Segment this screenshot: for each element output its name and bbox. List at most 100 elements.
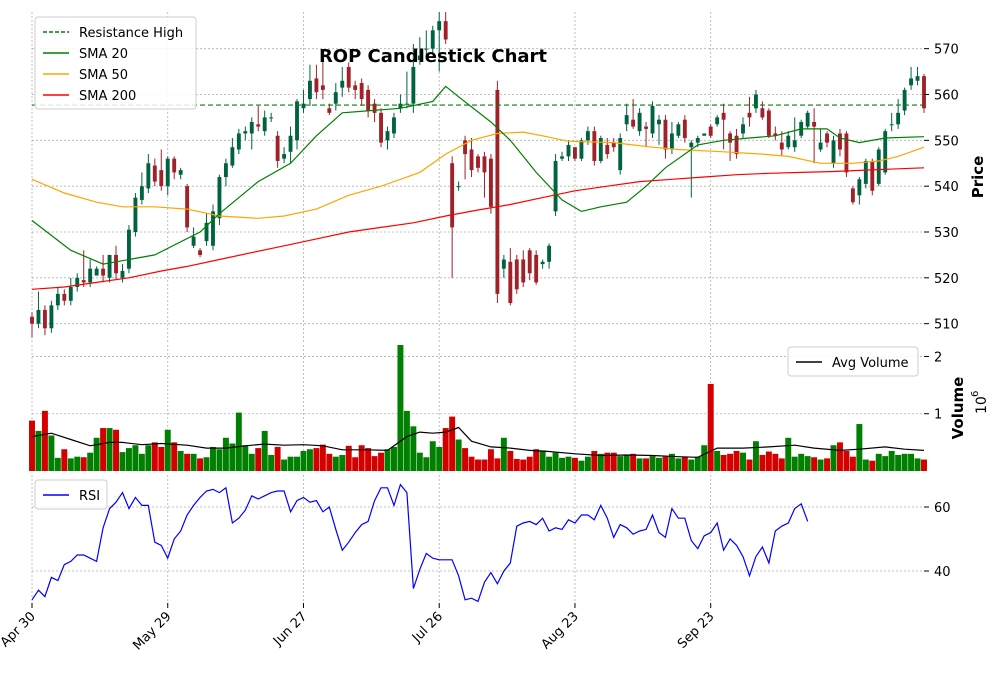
candle-body [456, 186, 461, 188]
candle [256, 105, 261, 132]
candle [88, 259, 93, 287]
volume-bar [546, 456, 553, 471]
candle [133, 193, 138, 237]
candle [139, 172, 144, 205]
candle-body [75, 277, 80, 287]
volume-bar [177, 450, 184, 471]
volume-bar [636, 458, 643, 471]
candle-body [146, 163, 151, 189]
candle-body [256, 124, 261, 127]
candle [476, 154, 480, 173]
candle-body [417, 55, 422, 61]
volume-bar [849, 456, 856, 471]
candle [301, 89, 306, 113]
volume-bar [365, 448, 372, 471]
candle [398, 94, 403, 113]
candle [262, 110, 267, 136]
candle [450, 156, 455, 278]
volume-bar [559, 457, 566, 471]
candle-body [437, 21, 442, 31]
candle [172, 156, 177, 180]
candle [392, 112, 396, 139]
volume-bar [442, 428, 449, 471]
candle-body [301, 103, 306, 109]
volume-bar [132, 445, 139, 471]
candle [366, 85, 371, 118]
volume-bar [248, 453, 255, 471]
volume-bar [752, 441, 759, 471]
volume-bar [597, 453, 604, 471]
volume-bar [93, 437, 100, 471]
candle-body [909, 78, 914, 86]
candle [721, 103, 726, 150]
legend-label-avg_volume: Avg Volume [832, 356, 909, 371]
avg-volume-line [31, 426, 925, 458]
candle-body [883, 131, 888, 173]
candle-body [721, 112, 726, 120]
candle [766, 108, 771, 139]
candle-body [62, 293, 67, 301]
candle [62, 289, 67, 306]
legend-volume: Avg Volume [787, 346, 919, 377]
candle-body [760, 108, 765, 118]
price-tick-label: 560 [934, 89, 959, 104]
candle-body [702, 133, 707, 136]
volume-bar [332, 456, 339, 471]
candle [876, 147, 881, 187]
volume-bar [397, 345, 404, 471]
candle [534, 250, 539, 285]
candle-body [392, 117, 396, 134]
candle-body [747, 112, 752, 118]
candle-body [198, 250, 202, 255]
candle-body [217, 177, 222, 219]
candle [482, 151, 487, 198]
candle-body [573, 147, 577, 159]
candle-body [611, 142, 616, 148]
volume-bar [921, 459, 927, 471]
rsi-tick-label: 40 [934, 565, 951, 580]
candle [741, 117, 745, 139]
volume-bar [914, 458, 921, 471]
price-tick-label: 570 [934, 43, 959, 58]
volume-bar [513, 458, 520, 471]
volume-bar [35, 430, 42, 471]
volume-bar [481, 459, 488, 471]
candle [275, 131, 280, 168]
candle-body [430, 30, 435, 49]
volume-bar [778, 458, 785, 471]
candle-body [870, 160, 875, 191]
volume-bar [623, 455, 630, 471]
candle-body [133, 197, 138, 232]
price-ylabel: Price [969, 156, 987, 199]
volume-bar [869, 460, 876, 471]
candle-body [275, 135, 280, 161]
candle [624, 103, 629, 132]
candle [165, 156, 170, 196]
volume-bar [895, 454, 902, 471]
candle-body [553, 160, 558, 212]
candle [107, 254, 112, 283]
candle-body [850, 188, 855, 203]
candle-body [547, 245, 552, 262]
candle-body [191, 236, 196, 246]
candle [637, 108, 642, 136]
candle [702, 133, 707, 136]
candle-body [579, 140, 584, 159]
candle-body [624, 115, 629, 125]
candle [560, 151, 564, 161]
price-tick-label: 530 [934, 226, 959, 241]
candle-body [482, 156, 487, 173]
volume-bar [630, 453, 637, 471]
candle [605, 138, 610, 159]
volume-bar [306, 449, 313, 471]
candle [773, 126, 778, 141]
price-tick-label: 520 [934, 272, 959, 287]
volume-bar [836, 442, 843, 471]
candle-body [36, 309, 41, 324]
legend-frame [34, 479, 108, 510]
candle [385, 126, 390, 150]
volume-bar [345, 445, 352, 471]
rsi-grid [31, 475, 924, 603]
candle [501, 254, 506, 278]
candle-body [230, 147, 235, 166]
